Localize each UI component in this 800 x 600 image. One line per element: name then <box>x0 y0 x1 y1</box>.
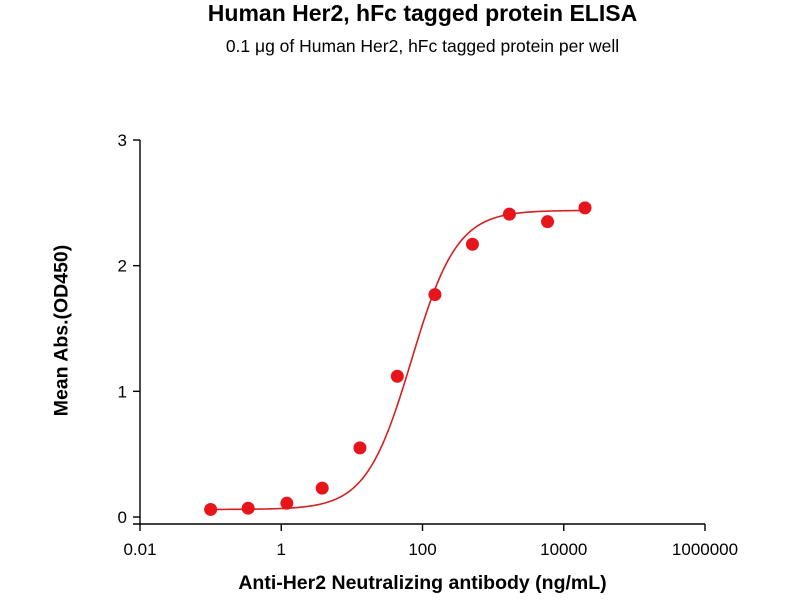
chart-subtitle: 0.1 μg of Human Her2, hFc tagged protein… <box>225 36 620 56</box>
data-point <box>280 496 294 510</box>
y-tick-label: 1 <box>118 382 127 401</box>
data-point <box>428 288 442 302</box>
data-point <box>353 441 367 455</box>
data-point <box>541 215 555 229</box>
y-tick-label: 0 <box>118 508 127 527</box>
y-tick-label: 3 <box>118 131 127 150</box>
x-tick-label: 10000 <box>540 540 587 559</box>
axes: 0 1 2 3 0.01 1 100 10000 1000000 <box>118 131 739 559</box>
data-point <box>465 237 479 251</box>
data-points-layer <box>204 201 592 516</box>
data-point <box>502 207 516 221</box>
y-tick-label: 2 <box>118 257 127 276</box>
fit-curve-line <box>210 209 586 511</box>
x-tick-label: 1 <box>277 540 286 559</box>
y-axis-label: Mean Abs.(OD450) <box>50 244 73 417</box>
x-tick-label: 1000000 <box>672 540 738 559</box>
data-point <box>390 369 404 383</box>
chart-title: Human Her2, hFc tagged protein ELISA <box>207 0 638 26</box>
data-point <box>204 502 218 516</box>
x-tick-label: 100 <box>408 540 436 559</box>
data-point <box>315 481 329 495</box>
fit-curve-layer <box>210 209 586 511</box>
x-axis-label: Anti-Her2 Neutralizing antibody (ng/mL) <box>238 572 607 594</box>
data-point <box>578 201 592 215</box>
data-point <box>241 501 255 515</box>
x-tick-label: 0.01 <box>123 540 156 559</box>
